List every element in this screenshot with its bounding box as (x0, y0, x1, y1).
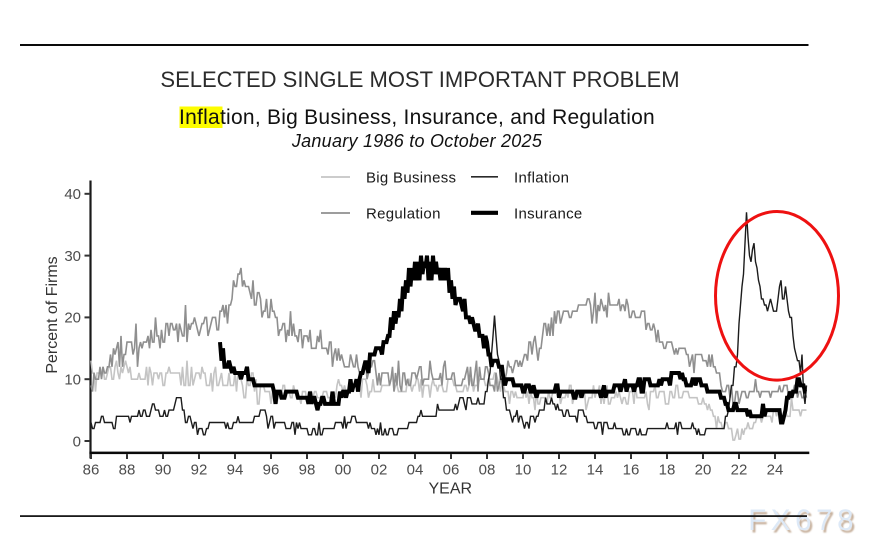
svg-text:02: 02 (371, 461, 388, 478)
svg-text:YEAR: YEAR (429, 481, 473, 498)
svg-text:06: 06 (443, 461, 460, 478)
svg-text:Regulation: Regulation (366, 206, 441, 223)
svg-text:20: 20 (64, 310, 81, 327)
svg-text:Inflation: Inflation (514, 170, 569, 187)
svg-text:88: 88 (119, 461, 136, 478)
svg-text:90: 90 (155, 461, 172, 478)
svg-text:Inflation, Big Business, Insur: Inflation, Big Business, Insurance, and … (179, 106, 655, 129)
svg-text:30: 30 (64, 248, 81, 265)
svg-text:SELECTED SINGLE MOST IMPORTANT: SELECTED SINGLE MOST IMPORTANT PROBLEM (160, 67, 679, 92)
svg-text:92: 92 (191, 461, 208, 478)
svg-text:24: 24 (767, 461, 784, 478)
svg-text:98: 98 (299, 461, 316, 478)
svg-text:FX678: FX678 (750, 506, 860, 539)
svg-text:Percent of Firms: Percent of Firms (44, 256, 61, 373)
svg-text:Big Business: Big Business (366, 170, 456, 187)
svg-text:00: 00 (335, 461, 352, 478)
svg-text:86: 86 (83, 461, 100, 478)
svg-text:FX678: FX678 (748, 504, 858, 537)
svg-text:18: 18 (659, 461, 676, 478)
svg-text:10: 10 (515, 461, 532, 478)
svg-text:22: 22 (731, 461, 748, 478)
svg-text:08: 08 (479, 461, 496, 478)
svg-text:40: 40 (64, 186, 81, 203)
svg-text:12: 12 (551, 461, 568, 478)
svg-text:10: 10 (64, 372, 81, 389)
svg-text:94: 94 (227, 461, 244, 478)
svg-text:20: 20 (695, 461, 712, 478)
svg-text:96: 96 (263, 461, 280, 478)
svg-text:04: 04 (407, 461, 424, 478)
svg-text:16: 16 (623, 461, 640, 478)
svg-text:January 1986 to October 2025: January 1986 to October 2025 (291, 131, 543, 151)
svg-text:Insurance: Insurance (514, 206, 583, 223)
svg-text:0: 0 (73, 433, 81, 450)
svg-text:14: 14 (587, 461, 604, 478)
